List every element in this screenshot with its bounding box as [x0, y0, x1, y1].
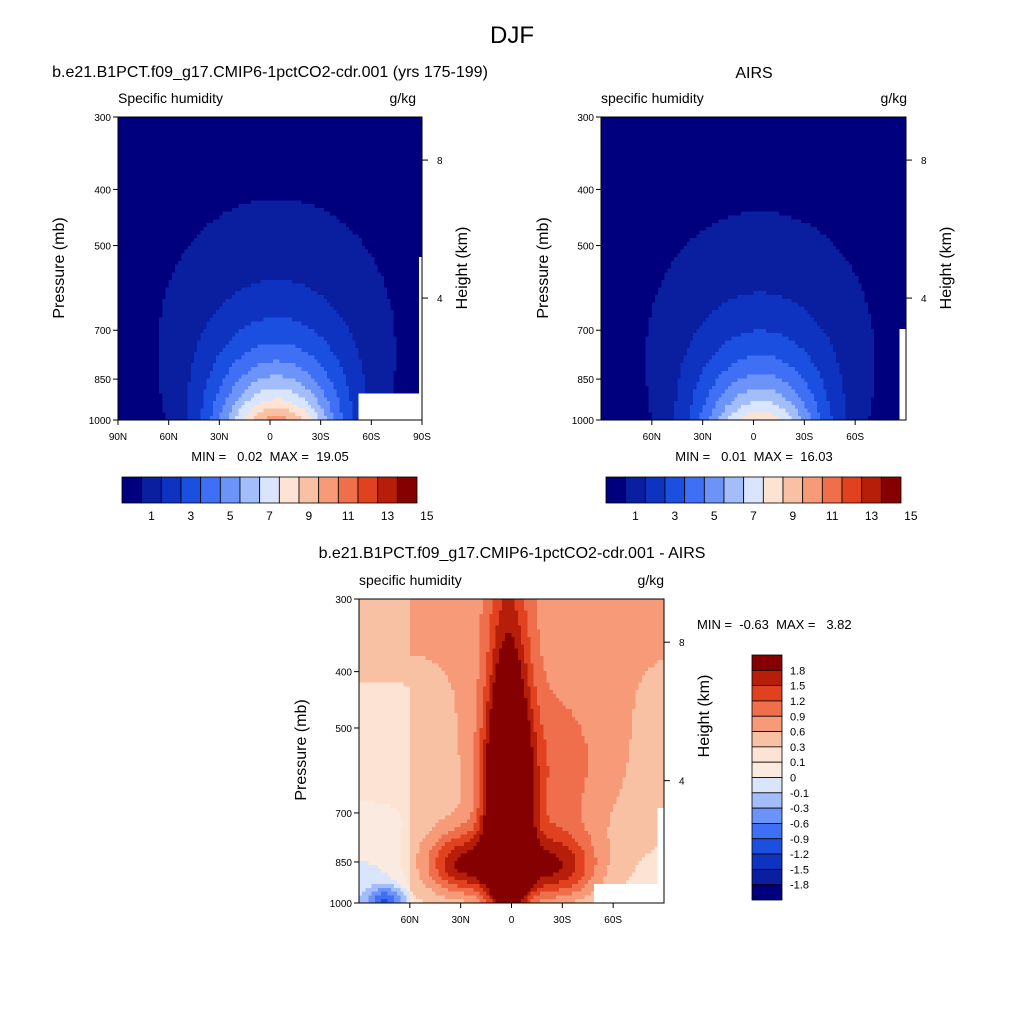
panel-model-title: b.e21.B1PCT.f09_g17.CMIP6-1pctCO2-cdr.00…	[52, 64, 488, 81]
panel-model-unit-label: g/kg	[390, 90, 416, 106]
contour-field	[118, 117, 423, 421]
panel-model: b.e21.B1PCT.f09_g17.CMIP6-1pctCO2-cdr.00…	[51, 64, 488, 523]
figure: DJF b.e21.B1PCT.f09_g17.CMIP6-1pctCO2-cd…	[0, 0, 1024, 1024]
panel-model-left-label: Specific humidity	[118, 90, 223, 106]
figure-title: DJF	[490, 22, 534, 49]
